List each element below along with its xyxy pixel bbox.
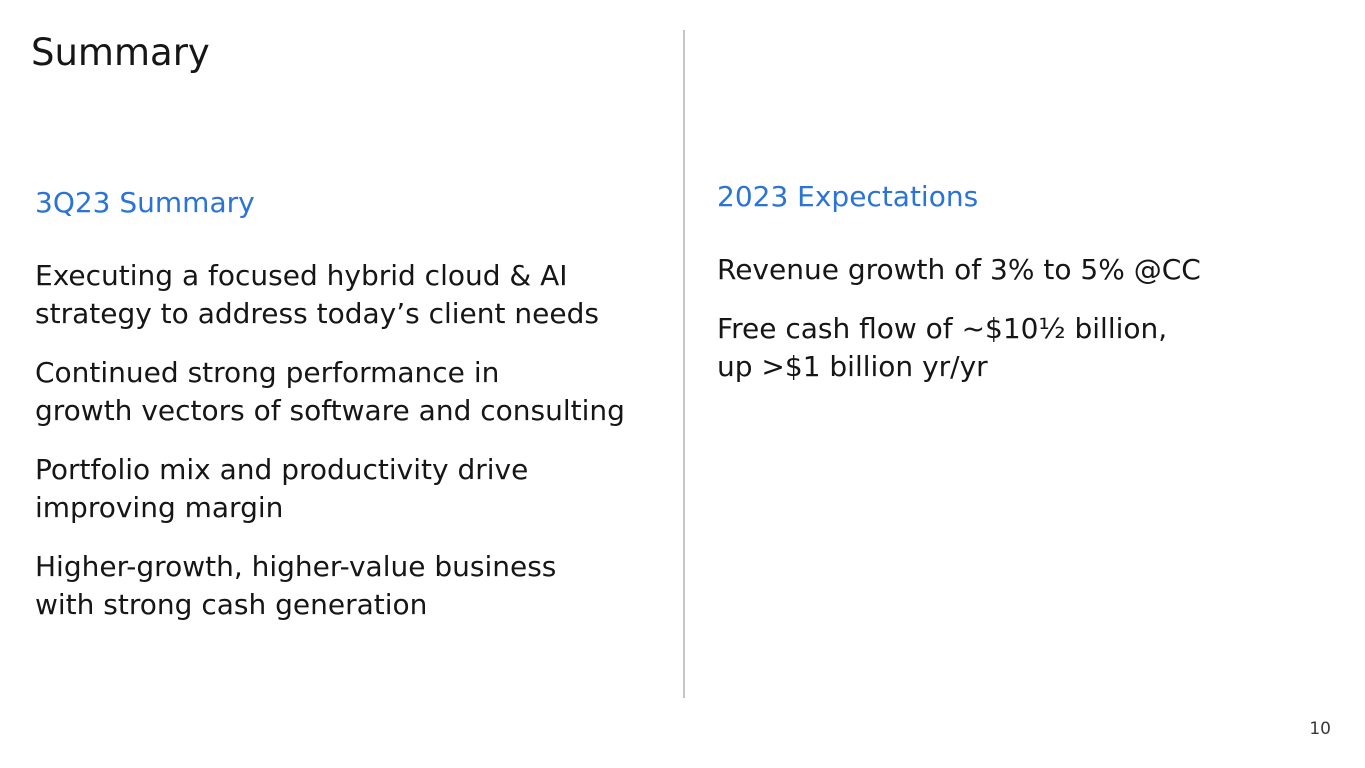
summary-item-line: with strong cash generation (35, 588, 428, 621)
summary-item: Portfolio mix and productivity drive imp… (35, 451, 528, 527)
expectation-item-line: Revenue growth of 3% to 5% @CC (717, 253, 1201, 286)
summary-item: Higher-growth, higher-value business wit… (35, 548, 556, 624)
page-number: 10 (1309, 719, 1331, 739)
summary-item-line: improving margin (35, 491, 284, 524)
page-title: Summary (31, 31, 210, 74)
summary-item-line: Portfolio mix and productivity drive (35, 453, 529, 486)
summary-item-line: growth vectors of software and consultin… (35, 394, 625, 427)
right-column-heading: 2023 Expectations (717, 180, 979, 213)
summary-item-line: strategy to address today’s client needs (35, 297, 599, 330)
column-divider (683, 30, 685, 698)
expectation-item-line: up >$1 billion yr/yr (717, 350, 988, 383)
summary-item-line: Continued strong performance in (35, 356, 500, 389)
summary-item-line: Executing a focused hybrid cloud & AI (35, 259, 568, 292)
expectation-item: Revenue growth of 3% to 5% @CC (717, 251, 1201, 289)
summary-item: Executing a focused hybrid cloud & AI st… (35, 257, 599, 333)
expectation-item: Free cash flow of ~$10½ billion, up >$1 … (717, 310, 1167, 386)
left-column-heading: 3Q23 Summary (35, 186, 255, 219)
expectation-item-line: Free cash flow of ~$10½ billion, (717, 312, 1168, 345)
summary-item: Continued strong performance in growth v… (35, 354, 625, 430)
summary-item-line: Higher-growth, higher-value business (35, 550, 557, 583)
